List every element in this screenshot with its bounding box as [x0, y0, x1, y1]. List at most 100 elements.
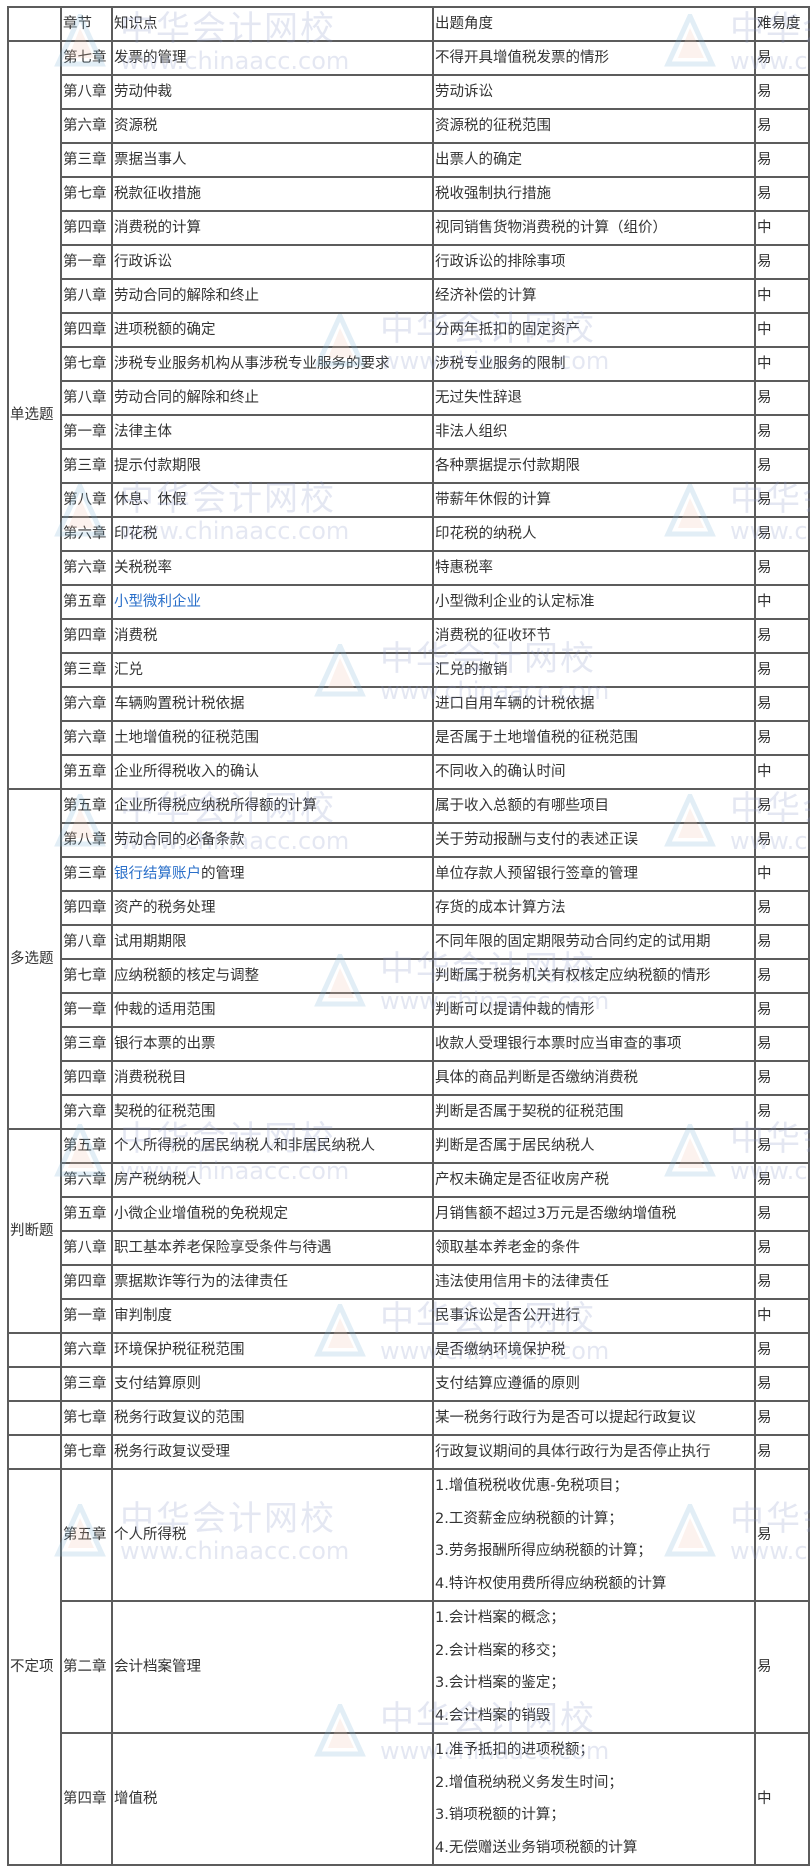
- table-row: 第四章 资产的税务处理 存货的成本计算方法易: [8, 890, 810, 926]
- difficulty-cell: 易: [754, 1332, 810, 1368]
- angle-line: 4.会计档案的销毁: [435, 1707, 551, 1724]
- topic-text: 试用期期限: [114, 933, 187, 950]
- difficulty-cell: 易: [754, 1264, 810, 1300]
- table-row: 判断题 第五章 个人所得税的居民纳税人和非居民纳税人 判断是否属于居民纳税人易: [7, 1128, 810, 1334]
- topic-cell: 银行本票的出票: [111, 1026, 434, 1062]
- topic-text: 企业所得税应纳税所得额的计算: [114, 797, 317, 814]
- chapter-cell: 第三章: [60, 448, 113, 484]
- topic-text: 票据欺诈等行为的法律责任: [114, 1273, 288, 1290]
- section-cell: [7, 1332, 62, 1368]
- topic-cell: 劳动仲裁: [111, 74, 434, 110]
- difficulty-cell: 易: [754, 618, 810, 654]
- chapter-cell: 第八章: [60, 482, 113, 518]
- angle-line: 3.销项税额的计算；: [435, 1807, 565, 1823]
- table-row: 单选题 第七章 发票的管理 不得开具增值税发票的情形易: [7, 40, 810, 790]
- angle-line: 4.无偿赠送业务销项税额的计算: [435, 1839, 638, 1856]
- angle-cell: 1.准予抵扣的进项税额； 2.增值税纳税义务发生时间； 3.销项税额的计算； 4.无偿…: [432, 1732, 756, 1866]
- angle-line: 3.会计档案的鉴定；: [435, 1675, 565, 1691]
- chapter-cell: 第二章: [60, 1600, 113, 1734]
- angle-cell: 属于收入总额的有哪些项目: [432, 788, 756, 824]
- table-row: 第四章 消费税税目 具体的商品判断是否缴纳消费税易: [8, 1060, 810, 1096]
- topic-text: 仲裁的适用范围: [114, 1001, 216, 1018]
- topic-cell: 进项税额的确定: [111, 312, 434, 348]
- angle-cell: 特惠税率: [432, 550, 756, 586]
- angle-line: 1.增值税税收优惠-免税项目；: [435, 1478, 629, 1494]
- table-row: 第四章 增值税 1.准予抵扣的进项税额； 2.增值税纳税义务发生时间； 3.销项税额的计…: [8, 1732, 810, 1866]
- table-row: 第五章 企业所得税收入的确认 不同收入的确认时间中: [8, 754, 810, 790]
- chapter-cell: 第六章: [60, 1094, 113, 1130]
- table-row: 第四章 消费税的计算 视同销售货物消费税的计算（组价）中: [8, 210, 810, 246]
- topic-cell: 提示付款期限: [111, 448, 434, 484]
- difficulty-cell: 易: [754, 108, 810, 144]
- chapter-cell: 第六章: [60, 550, 113, 586]
- topic-text: 关税税率: [114, 559, 172, 576]
- angle-cell: 1.增值税税收优惠-免税项目； 2.工资薪金应纳税额的计算； 3.劳务报酬所得应纳税…: [432, 1468, 756, 1602]
- chapter-cell: 第四章: [60, 1060, 113, 1096]
- topic-cell: 土地增值税的征税范围: [111, 720, 434, 756]
- chapter-cell: 第四章: [60, 210, 113, 246]
- difficulty-cell: 易: [754, 1060, 810, 1096]
- difficulty-cell: 中: [754, 754, 810, 790]
- difficulty-cell: 易: [754, 380, 810, 416]
- topic-cell: 税款征收措施: [111, 176, 434, 212]
- section-cell: [7, 1366, 62, 1402]
- chapter-cell: 第六章: [60, 686, 113, 722]
- table-row: 第四章 消费税 消费税的征收环节易: [8, 618, 810, 654]
- table-row: 第七章 税款征收措施 税收强制执行措施易: [8, 176, 810, 212]
- topic-text: 行政诉讼: [114, 253, 172, 270]
- topic-link[interactable]: 银行结算账户: [114, 865, 201, 882]
- table-row: 第七章 税务行政复议的范围 某一税务行政行为是否可以提起行政复议易: [7, 1400, 810, 1436]
- difficulty-cell: 易: [754, 958, 810, 994]
- angle-cell: 税收强制执行措施: [432, 176, 756, 212]
- section-cell: 单选题: [7, 40, 62, 790]
- angle-cell: 支付结算应遵循的原则: [432, 1366, 756, 1402]
- angle-cell: 具体的商品判断是否缴纳消费税: [432, 1060, 756, 1096]
- chapter-cell: 第五章: [60, 1468, 113, 1602]
- topic-cell: 关税税率: [111, 550, 434, 586]
- topic-text: 个人所得税: [114, 1526, 187, 1543]
- difficulty-cell: 易: [754, 924, 810, 960]
- topic-cell: 劳动合同的解除和终止: [111, 278, 434, 314]
- topic-text: 房产税纳税人: [114, 1171, 201, 1188]
- angle-cell: 进口自用车辆的计税依据: [432, 686, 756, 722]
- topic-text: 劳动合同的解除和终止: [114, 389, 259, 406]
- difficulty-cell: 易: [754, 550, 810, 586]
- difficulty-cell: 易: [754, 414, 810, 450]
- topic-cell: 劳动合同的解除和终止: [111, 380, 434, 416]
- chapter-cell: 第三章: [60, 652, 113, 688]
- difficulty-cell: 易: [754, 516, 810, 552]
- chapter-cell: 第六章: [60, 108, 113, 144]
- difficulty-cell: 易: [754, 1600, 810, 1734]
- topic-text: 进项税额的确定: [114, 321, 216, 338]
- topic-cell: 职工基本养老保险享受条件与待遇: [111, 1230, 434, 1266]
- section-cell: 多选题: [7, 788, 62, 1130]
- topic-link[interactable]: 小型微利企业: [114, 593, 201, 610]
- chapter-cell: 第八章: [60, 74, 113, 110]
- chapter-cell: 第三章: [60, 856, 113, 892]
- chapter-cell: 第八章: [60, 278, 113, 314]
- topic-cell: 应纳税额的核定与调整: [111, 958, 434, 994]
- table-row: 第六章 印花税 印花税的纳税人易: [8, 516, 810, 552]
- section-cell: 不定项: [7, 1468, 62, 1866]
- topic-cell: 支付结算原则: [111, 1366, 434, 1402]
- section-cell: [7, 1400, 62, 1436]
- angle-cell: 违法使用信用卡的法律责任: [432, 1264, 756, 1300]
- topic-text: 休息、休假: [114, 491, 187, 508]
- chapter-cell: 第六章: [60, 720, 113, 756]
- topic-cell: 会计档案管理: [111, 1600, 434, 1734]
- difficulty-cell: 易: [754, 1128, 810, 1164]
- topic-text: 汇兑: [114, 661, 143, 678]
- angle-line: 1.会计档案的概念；: [435, 1610, 565, 1626]
- table-row: 第一章 行政诉讼 行政诉讼的排除事项易: [8, 244, 810, 280]
- exam-topics-table: 章节 知识点 出题角度 难易度 单选题 第七章 发票的管理 不得开具增值税发票的情形易…: [7, 6, 810, 1866]
- topic-text: 支付结算原则: [114, 1375, 201, 1392]
- difficulty-cell: 易: [754, 142, 810, 178]
- difficulty-cell: 中: [754, 312, 810, 348]
- topic-cell: 企业所得税收入的确认: [111, 754, 434, 790]
- angle-cell: 消费税的征收环节: [432, 618, 756, 654]
- angle-cell: 产权未确定是否征收房产税: [432, 1162, 756, 1198]
- topic-cell: 增值税: [111, 1732, 434, 1866]
- topic-text: 法律主体: [114, 423, 172, 440]
- chapter-cell: 第七章: [60, 176, 113, 212]
- topic-text: 涉税专业服务机构从事涉税专业服务的要求: [114, 355, 390, 372]
